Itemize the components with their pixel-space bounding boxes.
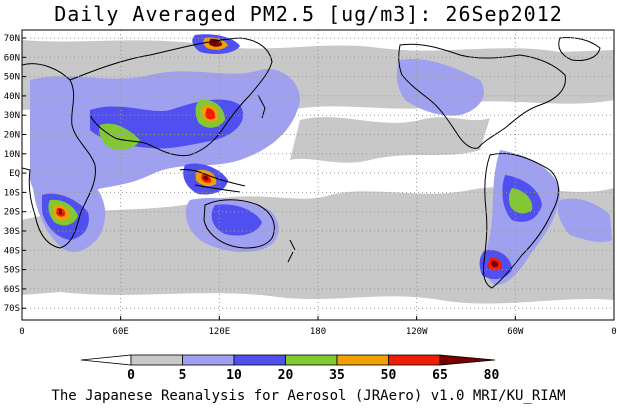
pm25-contour-35-southamerica — [508, 188, 533, 214]
lat-tick-label: 60S — [4, 285, 20, 295]
lon-tick-label: 120W — [406, 327, 428, 337]
colorbar-label: 50 — [381, 368, 397, 383]
colorbar-label: 80 — [484, 368, 500, 383]
pm25-contour-20-australia — [211, 204, 262, 236]
colorbar-label: 10 — [226, 368, 242, 383]
pm25-contour-80-patagonia — [491, 260, 499, 268]
lat-tick-label: 20S — [4, 208, 20, 218]
pm25-contour-80-africa — [58, 209, 63, 215]
coastline-south-america — [482, 152, 559, 289]
lat-tick-label: 60N — [4, 53, 20, 63]
longitude-labels: 0 60E 120E 180 120W 60W 0 — [19, 316, 617, 337]
lon-tick-label: 60W — [507, 327, 524, 337]
pm25-contour-5-pacific-band — [290, 117, 490, 163]
colorbar-segment — [130, 354, 183, 366]
colorbar-segment — [388, 354, 441, 366]
colorbar-label: 20 — [278, 368, 294, 383]
colorbar-label: 65 — [432, 368, 448, 383]
lon-tick-label: 0 — [611, 327, 616, 337]
lat-tick-label: 50N — [4, 73, 20, 83]
colorbar-segment — [182, 354, 235, 366]
colorbar: 0 5 10 20 35 50 65 80 — [80, 354, 500, 383]
colorbar-under-triangle — [80, 354, 132, 366]
colorbar-segment — [233, 354, 286, 366]
pm25-contour-65-china — [205, 108, 216, 120]
coastline-asia — [69, 37, 273, 157]
colorbar-label: 0 — [127, 368, 135, 383]
pm25-contour-80-indonesia — [203, 175, 209, 181]
coastline-greenland — [558, 37, 601, 61]
pm25-contour-35-southasia — [99, 123, 140, 150]
lat-tick-label: 30S — [4, 227, 20, 237]
coastline-japan — [257, 94, 266, 119]
lat-tick-label: 10N — [4, 150, 20, 160]
coastline-indonesia — [179, 169, 246, 193]
lon-tick-label: 120E — [208, 327, 230, 337]
lat-tick-label: 20N — [4, 131, 20, 141]
graticule — [22, 30, 614, 320]
lat-tick-label: 40S — [4, 246, 20, 256]
lon-tick-label: 60E — [113, 327, 129, 337]
lat-tick-label: EQ — [9, 169, 20, 179]
lon-tick-label: 0 — [19, 327, 24, 337]
map-footer: The Japanese Reanalysis for Aerosol (JRA… — [51, 388, 566, 404]
colorbar-label: 5 — [179, 368, 187, 383]
lat-tick-label: 30N — [4, 111, 20, 121]
colorbar-over-triangle — [439, 354, 496, 366]
latitude-labels: 70N 60N 50N 40N 30N 20N 10N EQ 10S 20S 30S 40S 50S 60… — [4, 34, 26, 314]
lat-tick-label: 10S — [4, 188, 20, 198]
coastline-new-zealand — [287, 239, 296, 263]
lat-tick-label: 50S — [4, 266, 20, 276]
map-title: Daily Averaged PM2.5 [ug/m3]: 26Sep2012 — [54, 2, 563, 26]
pm25-contour-10-northamerica — [396, 59, 484, 116]
lat-tick-label: 40N — [4, 92, 20, 102]
coastline-australia — [203, 199, 275, 249]
lat-tick-label: 70N — [4, 34, 20, 44]
colorbar-segment — [336, 354, 389, 366]
pm25-contour-5-southern-belt — [22, 187, 614, 304]
lat-tick-label: 70S — [4, 304, 20, 314]
coastline-africa-europe — [22, 63, 96, 249]
colorbar-label: 35 — [329, 368, 345, 383]
colorbar-segment — [285, 354, 338, 366]
lon-tick-label: 180 — [310, 327, 326, 337]
